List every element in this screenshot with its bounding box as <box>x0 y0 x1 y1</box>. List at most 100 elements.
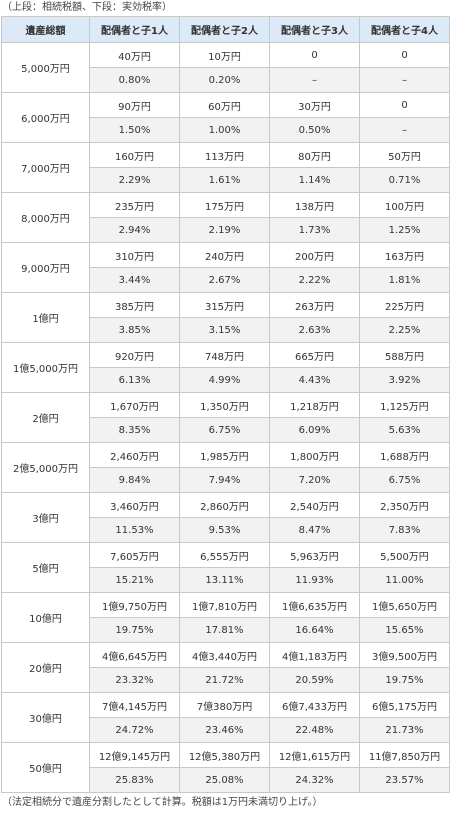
header-cell: 遺産総額 <box>1 16 90 43</box>
tax-cell: 3,460万円 <box>89 492 180 518</box>
header-cell: 配偶者と子1人 <box>89 16 180 43</box>
tax-cell: 11億7,850万円 <box>359 742 450 768</box>
tax-cell: 263万円 <box>269 292 360 318</box>
tax-row: 50億円 12億9,145万円 12億5,380万円 12億1,615万円 11億7,8… <box>1 742 450 793</box>
estate-cell: 2億5,000万円 <box>1 442 90 493</box>
header-cell: 配偶者と子4人 <box>359 16 450 43</box>
rate-cell: 0.71% <box>359 167 450 193</box>
rate-cell: – <box>269 67 360 93</box>
tax-row: 20億円 4億6,645万円 4億3,440万円 4億1,183万円 3億9,500万円 <box>1 642 450 693</box>
tax-cell: 12億1,615万円 <box>269 742 360 768</box>
rate-cell: – <box>359 117 450 143</box>
estate-cell: 1億5,000万円 <box>1 342 90 393</box>
rate-cell: 6.09% <box>269 417 360 443</box>
rate-cell: 8.35% <box>89 417 180 443</box>
tax-cell: 6,555万円 <box>179 542 270 568</box>
tax-cell: 4億3,440万円 <box>179 642 270 668</box>
estate-cell: 9,000万円 <box>1 242 90 293</box>
tax-cell: 310万円 <box>89 242 180 268</box>
rate-cell: 25.08% <box>179 767 270 793</box>
rate-cell: 1.81% <box>359 267 450 293</box>
tax-cell: 10万円 <box>179 42 270 68</box>
tax-cell: 1,125万円 <box>359 392 450 418</box>
rate-cell: 23.32% <box>89 667 180 693</box>
table-body: 5,000万円 40万円 10万円 0 0 0.80% 0.20% – –6,000万円 90万円… <box>1 42 450 793</box>
tax-cell: 4億6,645万円 <box>89 642 180 668</box>
tax-cell: 385万円 <box>89 292 180 318</box>
rate-cell: 15.65% <box>359 617 450 643</box>
tax-cell: 50万円 <box>359 142 450 168</box>
tax-cell: 235万円 <box>89 192 180 218</box>
rate-cell: 1.61% <box>179 167 270 193</box>
estate-cell: 1億円 <box>1 292 90 343</box>
rate-cell: 3.85% <box>89 317 180 343</box>
tax-cell: 315万円 <box>179 292 270 318</box>
rate-cell: 9.84% <box>89 467 180 493</box>
rate-cell: 2.22% <box>269 267 360 293</box>
estate-cell: 30億円 <box>1 692 90 743</box>
tax-cell: 225万円 <box>359 292 450 318</box>
estate-cell: 3億円 <box>1 492 90 543</box>
rate-cell: 13.11% <box>179 567 270 593</box>
tax-cell: 1億7,810万円 <box>179 592 270 618</box>
estate-cell: 6,000万円 <box>1 92 90 143</box>
header-row: 遺産総額 配偶者と子1人 配偶者と子2人 配偶者と子3人 配偶者と子4人 <box>1 16 450 43</box>
rate-cell: 0.20% <box>179 67 270 93</box>
rate-cell: 2.67% <box>179 267 270 293</box>
rate-cell: 21.72% <box>179 667 270 693</box>
tax-cell: 748万円 <box>179 342 270 368</box>
tax-cell: 6億7,433万円 <box>269 692 360 718</box>
tax-row: 8,000万円 235万円 175万円 138万円 100万円 <box>1 192 450 243</box>
tax-table: 遺産総額 配偶者と子1人 配偶者と子2人 配偶者と子3人 配偶者と子4人 5,000万円… <box>1 16 450 793</box>
tax-cell: 80万円 <box>269 142 360 168</box>
rate-cell: 1.73% <box>269 217 360 243</box>
tax-cell: 4億1,183万円 <box>269 642 360 668</box>
rate-cell: 3.15% <box>179 317 270 343</box>
tax-cell: 5,963万円 <box>269 542 360 568</box>
rate-cell: 25.83% <box>89 767 180 793</box>
tax-cell: 2,540万円 <box>269 492 360 518</box>
rate-row: 9.84% 7.94% 7.20% 6.75% <box>2 467 450 493</box>
tax-row: 1億5,000万円 920万円 748万円 665万円 588万円 <box>1 342 450 393</box>
rate-cell: 3.92% <box>359 367 450 393</box>
header-cell: 配偶者と子3人 <box>269 16 360 43</box>
rate-cell: 7.83% <box>359 517 450 543</box>
rate-cell: 11.53% <box>89 517 180 543</box>
rate-cell: 11.00% <box>359 567 450 593</box>
tax-cell: 90万円 <box>89 92 180 118</box>
tax-cell: 100万円 <box>359 192 450 218</box>
tax-cell: 30万円 <box>269 92 360 118</box>
tax-cell: 160万円 <box>89 142 180 168</box>
tax-cell: 0 <box>269 42 360 68</box>
rate-cell: 21.73% <box>359 717 450 743</box>
tax-cell: 12億9,145万円 <box>89 742 180 768</box>
estate-cell: 5億円 <box>1 542 90 593</box>
tax-cell: 2,860万円 <box>179 492 270 518</box>
tax-cell: 138万円 <box>269 192 360 218</box>
rate-cell: 24.32% <box>269 767 360 793</box>
rate-cell: 8.47% <box>269 517 360 543</box>
rate-cell: 3.44% <box>89 267 180 293</box>
tax-row: 6,000万円 90万円 60万円 30万円 0 <box>1 92 450 143</box>
rate-row: 2.29% 1.61% 1.14% 0.71% <box>2 167 450 193</box>
tax-cell: 588万円 <box>359 342 450 368</box>
tax-cell: 1,670万円 <box>89 392 180 418</box>
tax-cell: 2,460万円 <box>89 442 180 468</box>
tax-cell: 200万円 <box>269 242 360 268</box>
rate-cell: 20.59% <box>269 667 360 693</box>
rate-cell: – <box>359 67 450 93</box>
rate-cell: 2.19% <box>179 217 270 243</box>
tax-cell: 1,688万円 <box>359 442 450 468</box>
rate-cell: 2.25% <box>359 317 450 343</box>
tax-row: 2億円 1,670万円 1,350万円 1,218万円 1,125万円 <box>1 392 450 443</box>
rate-cell: 2.29% <box>89 167 180 193</box>
rate-cell: 0.50% <box>269 117 360 143</box>
rate-cell: 6.75% <box>359 467 450 493</box>
rate-cell: 24.72% <box>89 717 180 743</box>
tax-cell: 1億6,635万円 <box>269 592 360 618</box>
tax-cell: 163万円 <box>359 242 450 268</box>
tax-cell: 6億5,175万円 <box>359 692 450 718</box>
rate-cell: 7.94% <box>179 467 270 493</box>
rate-cell: 23.46% <box>179 717 270 743</box>
